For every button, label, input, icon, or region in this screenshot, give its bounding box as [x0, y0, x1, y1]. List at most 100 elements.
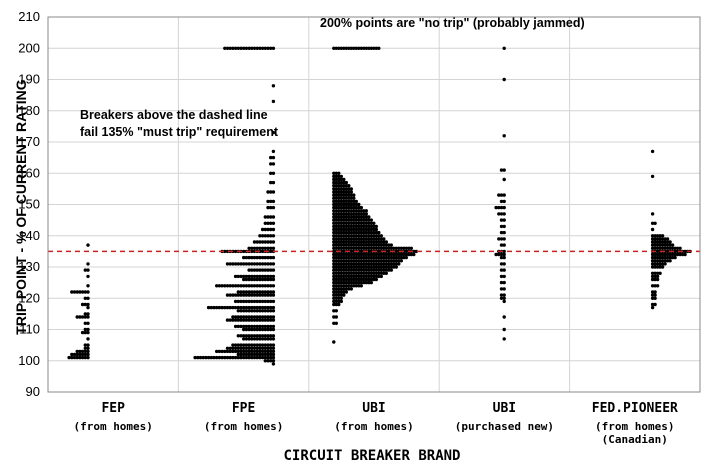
data-point: [344, 180, 348, 185]
data-point: [250, 334, 254, 338]
data-point: [263, 240, 267, 244]
data-point: [352, 46, 356, 50]
data-point: [339, 271, 343, 275]
data-point: [372, 259, 376, 263]
data-point: [231, 293, 235, 297]
data-point: [497, 237, 501, 241]
data-point: [258, 277, 262, 282]
data-point: [269, 46, 273, 50]
data-point: [377, 246, 381, 250]
data-point: [334, 309, 338, 313]
data-point: [266, 359, 270, 363]
data-point: [502, 230, 506, 235]
data-point: [332, 277, 336, 282]
data-point: [499, 252, 504, 257]
data-point: [653, 255, 657, 260]
data-point: [266, 268, 270, 272]
gridlines: [48, 16, 700, 393]
data-point: [352, 227, 356, 232]
data-point: [352, 230, 356, 235]
data-point: [70, 352, 74, 357]
data-point: [374, 240, 378, 244]
data-point: [250, 343, 254, 347]
data-point: [258, 352, 262, 357]
category-sublabel: (from homes): [334, 420, 413, 433]
data-point: [86, 274, 90, 279]
data-point: [349, 205, 353, 210]
data-point: [269, 205, 273, 210]
data-point: [244, 290, 249, 294]
data-point: [384, 262, 388, 266]
data-point: [334, 205, 338, 210]
data-point: [377, 259, 381, 263]
data-point: [334, 271, 338, 275]
data-point: [263, 327, 267, 332]
data-point: [342, 224, 346, 229]
data-point: [650, 271, 655, 275]
data-point: [244, 46, 249, 50]
data-point: [342, 252, 346, 257]
data-point: [332, 196, 336, 200]
data-point: [339, 265, 343, 269]
data-point: [344, 280, 348, 285]
data-point: [247, 246, 251, 250]
data-point: [369, 240, 373, 244]
data-point: [502, 337, 506, 341]
data-point: [271, 221, 276, 225]
data-point: [342, 190, 346, 194]
data-point: [349, 221, 353, 225]
data-point: [349, 243, 353, 247]
data-point: [658, 259, 662, 263]
data-point: [271, 284, 276, 288]
data-point: [349, 249, 353, 254]
data-point: [369, 221, 373, 225]
data-point: [497, 212, 501, 216]
data-point: [364, 246, 368, 250]
data-point: [269, 355, 273, 360]
data-point: [499, 262, 504, 266]
data-point: [266, 240, 270, 244]
data-point: [337, 268, 341, 272]
data-point: [242, 355, 246, 360]
data-point: [655, 259, 660, 263]
data-point: [364, 227, 368, 232]
data-point: [357, 224, 361, 229]
data-point: [502, 243, 506, 247]
data-point: [260, 299, 265, 304]
data-point: [367, 246, 371, 250]
data-point: [337, 230, 341, 235]
data-point: [266, 324, 270, 329]
data-point: [250, 315, 254, 319]
data-point: [653, 284, 657, 288]
data-point: [349, 280, 353, 285]
data-point: [334, 234, 338, 238]
data-point: [387, 255, 391, 260]
data-point: [384, 265, 388, 269]
data-point: [342, 215, 346, 219]
data-point: [354, 243, 358, 247]
data-point: [255, 305, 259, 310]
data-point: [362, 224, 366, 229]
data-point: [233, 293, 238, 297]
data-point: [78, 349, 82, 354]
data-point: [357, 218, 361, 222]
data-point: [352, 240, 356, 244]
data-point: [80, 355, 85, 360]
data-point: [252, 284, 257, 288]
data-point: [344, 199, 348, 204]
data-point: [364, 274, 368, 279]
data-point: [352, 218, 356, 222]
data-point: [263, 215, 267, 219]
data-point: [332, 177, 336, 182]
data-point: [339, 193, 343, 197]
data-point: [231, 46, 235, 50]
data-point: [502, 296, 506, 300]
data-point: [258, 334, 262, 338]
data-point: [258, 290, 262, 294]
data-point: [349, 268, 353, 272]
data-point: [372, 246, 376, 250]
data-point: [86, 262, 90, 266]
data-point: [247, 305, 251, 310]
data-point: [263, 315, 267, 319]
data-point: [86, 305, 90, 310]
